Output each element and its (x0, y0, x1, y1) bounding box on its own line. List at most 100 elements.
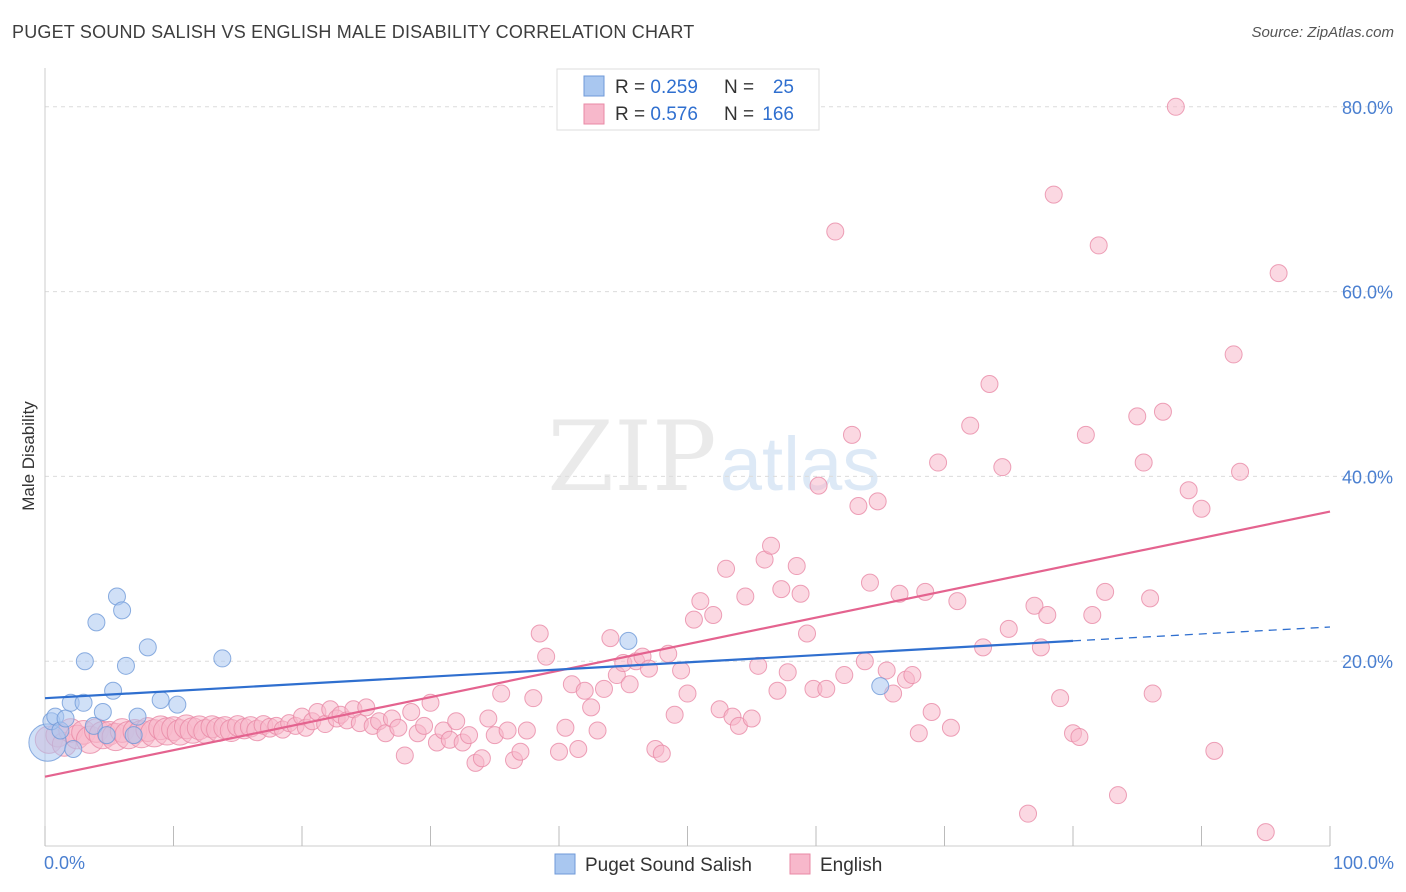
data-point-salish (104, 681, 123, 700)
data-point-english (357, 698, 376, 717)
legend-r-label-english: R = (615, 104, 650, 125)
series-puget-sound-salish (28, 587, 890, 762)
x-tick-label-min: 0.0% (44, 853, 85, 873)
data-point-english (948, 592, 967, 611)
data-point-english (1231, 462, 1250, 481)
data-point-english (684, 610, 703, 629)
data-point-salish (151, 691, 170, 710)
data-point-salish (213, 649, 232, 668)
data-point-english (817, 679, 836, 698)
data-point-english (498, 721, 517, 740)
data-point-english (798, 624, 817, 643)
data-point-english (778, 663, 797, 682)
data-point-english (835, 666, 854, 685)
legend-bottom-label-salish: Puget Sound Salish (585, 855, 752, 876)
data-point-salish (124, 726, 143, 745)
data-point-english (909, 724, 928, 743)
legend-n-value-english: 166 (762, 104, 794, 125)
trend-line-salish-extension (1072, 626, 1331, 642)
data-point-english (826, 222, 845, 241)
trend-line-salish (44, 639, 1074, 700)
source-label: Source: ZipAtlas.com (1251, 24, 1394, 41)
data-point-english (1143, 684, 1162, 703)
data-point-english (575, 681, 594, 700)
y-tick-label: 60.0% (1342, 283, 1393, 303)
data-point-salish (168, 695, 187, 714)
x-ticks (44, 826, 1331, 846)
x-tick-label-max: 100.0% (1333, 853, 1394, 873)
data-point-english (460, 726, 479, 745)
legend-r-label-salish: R = (615, 77, 650, 98)
gridlines (45, 106, 1392, 662)
data-point-english (517, 721, 536, 740)
legend-top: R = 0.259 N = 25 R = 0.576 N = 166 (556, 68, 820, 131)
data-point-english (849, 496, 868, 515)
data-point-english (736, 587, 755, 606)
data-point-english (860, 573, 879, 592)
data-point-salish (116, 656, 135, 675)
data-point-english (749, 656, 768, 675)
data-point-english (762, 536, 781, 555)
data-point-english (787, 557, 806, 576)
data-point-english (993, 458, 1012, 477)
data-point-english (742, 709, 761, 728)
data-point-english (1083, 606, 1102, 625)
data-point-english (1128, 407, 1147, 426)
data-point-salish (138, 638, 157, 657)
data-point-salish (93, 703, 112, 722)
data-point-english (772, 580, 791, 599)
watermark-zip: ZIP (547, 401, 716, 513)
legend-swatch-english (583, 103, 605, 125)
data-point-english (1096, 582, 1115, 601)
legend-r-value-salish: 0.259 (650, 77, 698, 98)
data-point-salish (619, 631, 638, 650)
data-point-salish (64, 739, 83, 758)
data-point-english (492, 684, 511, 703)
data-point-english (691, 592, 710, 611)
data-point-english (768, 681, 787, 700)
data-point-english (588, 721, 607, 740)
data-point-english (395, 746, 414, 765)
y-tick-label: 20.0% (1342, 652, 1393, 672)
data-point-english (556, 718, 575, 737)
data-point-english (472, 749, 491, 768)
data-point-salish (97, 726, 116, 745)
data-point-english (1192, 499, 1211, 518)
legend-n-label-english: N = (724, 104, 754, 125)
legend-n-value-salish: 25 (773, 77, 794, 98)
data-point-english (890, 584, 909, 603)
data-point-salish (74, 693, 93, 712)
data-point-salish (84, 716, 103, 735)
data-point-english (941, 718, 960, 737)
y-tick-label: 80.0% (1342, 98, 1393, 118)
data-point-english (402, 703, 421, 722)
legend-bottom-label-english: English (820, 855, 882, 876)
data-point-english (550, 742, 568, 761)
data-point-english (569, 739, 588, 758)
data-point-english (1224, 345, 1243, 364)
data-point-english (1025, 596, 1044, 615)
legend-n-label-salish: N = (724, 77, 754, 98)
data-point-english (601, 629, 620, 648)
data-point-english (868, 492, 887, 511)
data-point-english (620, 675, 639, 694)
watermark: ZIP atlas (547, 401, 880, 513)
y-tick-label: 40.0% (1342, 467, 1393, 487)
y-axis-title: Male Disability (19, 401, 38, 511)
data-point-english (1108, 786, 1127, 805)
legend-bottom-swatch-salish (554, 853, 576, 875)
trend-line-english (44, 510, 1331, 778)
data-point-english (1205, 741, 1224, 760)
data-point-english (1044, 185, 1063, 204)
data-point-english (1153, 402, 1172, 421)
data-point-english (855, 652, 874, 671)
data-point-english (1141, 589, 1160, 608)
data-point-english (1269, 264, 1288, 283)
data-point-english (1179, 481, 1198, 500)
data-point-english (447, 712, 466, 731)
data-point-english (791, 584, 810, 603)
svg-text:N =: N = (724, 104, 754, 125)
data-point-english (678, 684, 697, 703)
legend-bottom-swatch-english (789, 853, 811, 875)
